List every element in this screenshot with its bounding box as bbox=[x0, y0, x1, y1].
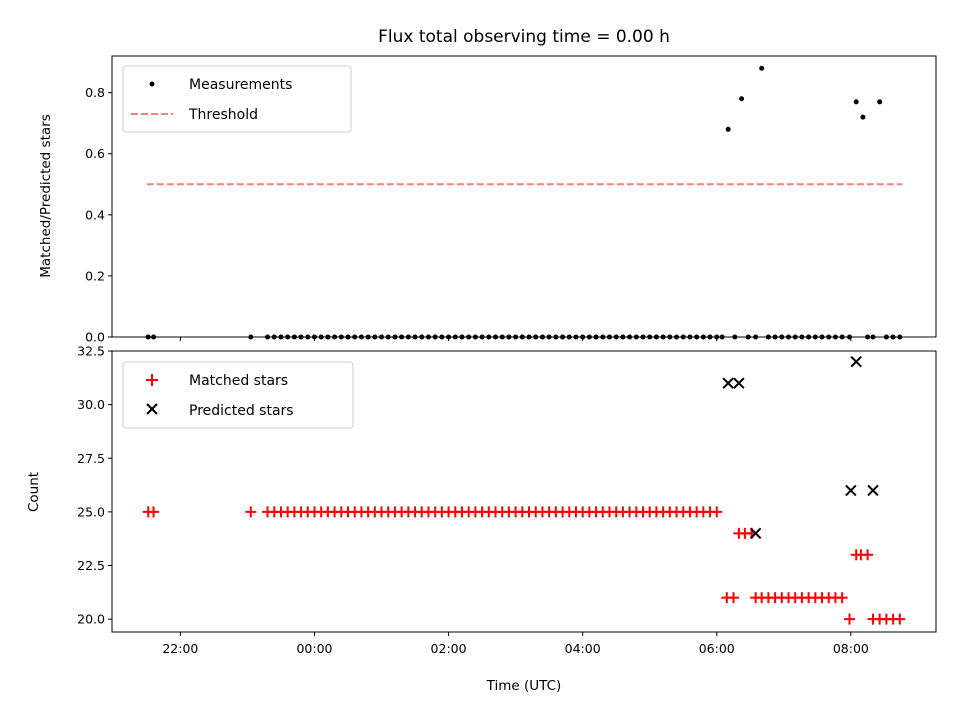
bottom-x-ticks: 22:00 00:00 02:00 04:00 06:00 08:00 bbox=[162, 632, 869, 656]
legend-threshold-label: Threshold bbox=[188, 107, 258, 123]
top-legend-box bbox=[122, 65, 352, 133]
bottom-x-tick-label: 22:00 bbox=[162, 641, 198, 656]
legend-matched-label: Matched stars bbox=[189, 373, 288, 389]
top-x-ticks bbox=[179, 337, 852, 341]
matched-star-point bbox=[894, 613, 906, 625]
legend-predicted-marker bbox=[146, 403, 158, 415]
predicted-star-point bbox=[722, 377, 734, 389]
bottom-axes-frame bbox=[111, 350, 937, 633]
top-panel: 0.00.20.40.60.8 Matched/Predicted stars … bbox=[38, 55, 937, 345]
measurement-point bbox=[877, 99, 883, 105]
matched-star-point bbox=[836, 592, 848, 604]
bottom-y-tick-label: 27.5 bbox=[77, 451, 105, 466]
matched-star-point bbox=[711, 506, 723, 518]
predicted-star-point bbox=[850, 356, 862, 368]
bottom-x-tick-label: 08:00 bbox=[833, 641, 869, 656]
legend-matched-marker bbox=[146, 374, 158, 386]
top-y-tick-label: 0.2 bbox=[85, 268, 105, 283]
predicted-star-stroke-b bbox=[733, 377, 745, 389]
legend-measurements-label: Measurements bbox=[189, 77, 292, 93]
x-axis-label: Time (UTC) bbox=[486, 678, 562, 694]
bottom-plot-marks bbox=[142, 356, 906, 625]
matched-star-point bbox=[245, 506, 257, 518]
predicted-star-stroke-b bbox=[749, 527, 762, 540]
predicted-star-point bbox=[845, 484, 857, 497]
top-axes-frame bbox=[111, 55, 937, 338]
bottom-y-tick-label: 32.5 bbox=[77, 344, 105, 359]
bottom-y-tick-label: 25.0 bbox=[77, 504, 105, 519]
predicted-star-stroke-b bbox=[867, 484, 879, 497]
matched-star-point bbox=[844, 613, 856, 625]
bottom-y-ticks: 20.0 22.5 25.0 27.5 30.0 32.5 bbox=[77, 344, 112, 627]
top-y-tick-label: 0.6 bbox=[85, 146, 105, 161]
top-y-tick-label: 0.8 bbox=[85, 85, 105, 100]
predicted-star-point bbox=[733, 377, 745, 389]
predicted-star-point bbox=[749, 527, 762, 540]
matched-star-point bbox=[728, 592, 740, 604]
legend-measurements-marker bbox=[149, 81, 155, 87]
matched-star-point bbox=[862, 549, 874, 561]
top-y-axis-label: Matched/Predicted stars bbox=[38, 114, 54, 277]
top-legend: Measurements Threshold bbox=[122, 65, 352, 133]
measurement-point bbox=[725, 126, 731, 132]
bottom-y-axis-label: Count bbox=[26, 472, 42, 512]
bottom-y-tick-label: 22.5 bbox=[77, 558, 105, 573]
predicted-star-stroke-b bbox=[845, 484, 857, 497]
measurement-point bbox=[860, 114, 866, 120]
matched-star-point bbox=[148, 506, 160, 518]
bottom-legend: Matched stars Predicted stars bbox=[122, 361, 354, 429]
bottom-x-tick-label: 02:00 bbox=[431, 641, 467, 656]
measurement-point bbox=[759, 65, 765, 71]
bottom-y-tick-label: 30.0 bbox=[77, 397, 105, 412]
measurement-point bbox=[739, 96, 745, 102]
measurement-point bbox=[853, 99, 859, 105]
legend-predicted-label: Predicted stars bbox=[189, 403, 294, 419]
predicted-star-point bbox=[867, 484, 879, 497]
predicted-star-stroke-b bbox=[850, 356, 862, 368]
bottom-x-tick-label: 06:00 bbox=[699, 641, 735, 656]
bottom-x-tick-label: 00:00 bbox=[296, 641, 332, 656]
top-y-tick-label: 0.0 bbox=[85, 330, 105, 345]
bottom-y-tick-label: 20.0 bbox=[77, 612, 105, 627]
predicted-star-stroke-b bbox=[722, 377, 734, 389]
bottom-x-tick-label: 04:00 bbox=[565, 641, 601, 656]
chart-title: Flux total observing time = 0.00 h bbox=[378, 27, 670, 47]
bottom-legend-box bbox=[122, 361, 354, 429]
top-y-ticks: 0.0 0.2 0.4 0.6 0.8 bbox=[85, 85, 112, 345]
top-y-tick-label: 0.4 bbox=[85, 207, 105, 222]
bottom-panel: 20.0 22.5 25.0 27.5 30.0 32.5 22:00 00:00 02:00… bbox=[26, 344, 937, 694]
